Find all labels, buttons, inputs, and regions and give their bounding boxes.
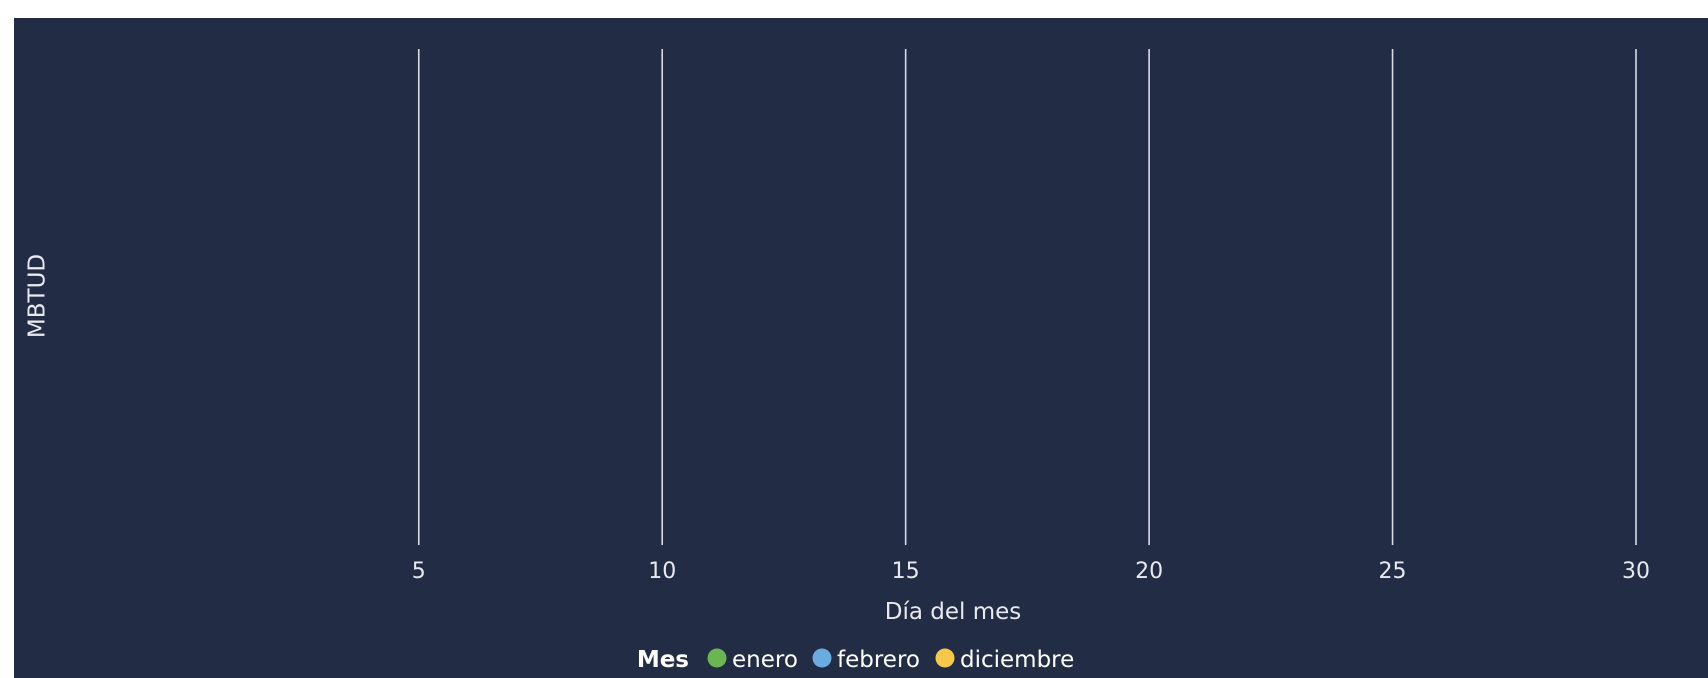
x-tick-label: 30 <box>1622 559 1650 584</box>
legend-label-enero[interactable]: enero <box>732 647 798 673</box>
x-tick-label: 5 <box>412 559 426 584</box>
legend-marker-enero <box>707 648 727 668</box>
legend-label-diciembre[interactable]: diciembre <box>960 647 1074 673</box>
legend: Mes enero febrero diciembre <box>637 647 1074 673</box>
x-tick-label: 20 <box>1135 559 1163 584</box>
x-tick-label: 25 <box>1379 559 1407 584</box>
legend-marker-febrero <box>812 648 832 668</box>
chart-panel <box>14 18 1708 678</box>
x-axis-label: Día del mes <box>885 599 1022 625</box>
grid-lines <box>417 49 1637 545</box>
x-tick-labels: 5 10 15 20 25 30 <box>412 559 1650 584</box>
y-axis-label: MBTUD <box>25 254 51 338</box>
x-tick-label: 15 <box>892 559 920 584</box>
legend-marker-diciembre <box>935 648 955 668</box>
legend-label-febrero[interactable]: febrero <box>837 647 920 673</box>
legend-title: Mes <box>637 647 689 673</box>
x-tick-label: 10 <box>648 559 676 584</box>
